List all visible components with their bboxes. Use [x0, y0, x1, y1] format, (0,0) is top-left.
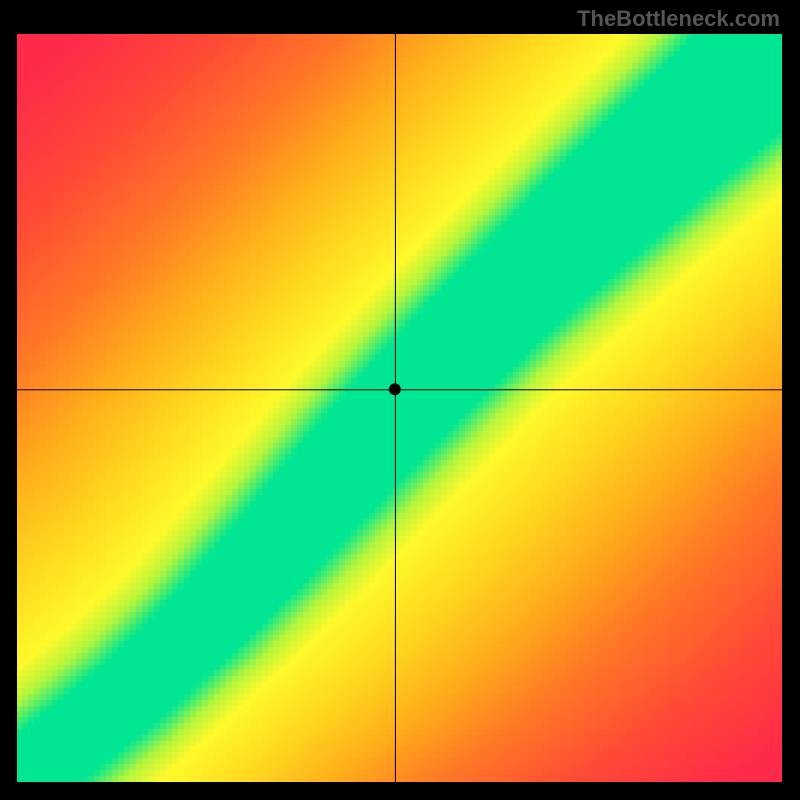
- watermark-text: TheBottleneck.com: [577, 6, 780, 32]
- plot-area: [17, 34, 782, 782]
- bottleneck-heatmap: [17, 34, 782, 782]
- chart-container: TheBottleneck.com: [0, 0, 800, 800]
